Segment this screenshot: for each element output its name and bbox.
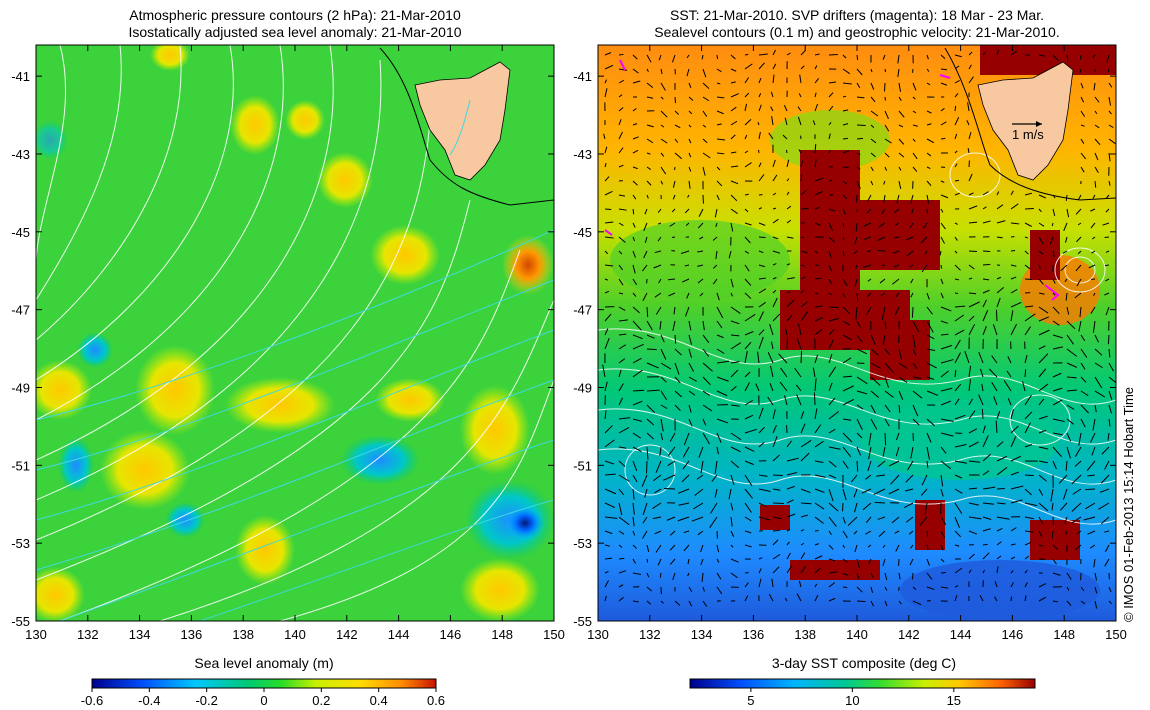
colorbar-tick-label: 15 [947, 693, 961, 708]
x-tick-label: 150 [543, 627, 565, 642]
y-tick-label: -51 [573, 458, 592, 473]
y-tick-label: -55 [573, 614, 592, 629]
tasmania-right [944, 47, 1116, 201]
cloud-mask [760, 45, 1116, 580]
x-tick-label: 142 [336, 627, 358, 642]
x-tick-label: 140 [284, 627, 306, 642]
colorbar-tick-label: 5 [747, 693, 754, 708]
colorbar-tick-label: 0 [260, 693, 267, 708]
x-tick-label: 142 [898, 627, 920, 642]
colorbar-tick-label: -0.2 [195, 693, 217, 708]
y-tick-label: -43 [573, 147, 592, 162]
tasmania-left [379, 47, 554, 206]
x-tick-label: 134 [691, 627, 713, 642]
left-map [36, 45, 554, 621]
right-panel-title: SST: 21-Mar-2010. SVP drifters (magenta)… [598, 7, 1116, 41]
y-tick-label: -41 [11, 69, 30, 84]
right-title-line1: SST: 21-Mar-2010. SVP drifters (magenta)… [669, 7, 1044, 23]
colorbar-tick-label: -0.4 [138, 693, 160, 708]
tasmania-land [414, 61, 511, 181]
x-tick-label: 140 [846, 627, 868, 642]
x-tick-label: 138 [794, 627, 816, 642]
x-tick-label: 132 [77, 627, 99, 642]
x-tick-label: 150 [1105, 627, 1127, 642]
sla-blobs [36, 45, 554, 621]
x-tick-label: 136 [743, 627, 765, 642]
y-tick-label: -49 [11, 380, 30, 395]
drifter-tracks [604, 59, 1060, 301]
x-tick-label: 130 [587, 627, 609, 642]
tasmania-land [977, 61, 1074, 181]
left-title-line2: Isostatically adjusted sea level anomaly… [128, 24, 462, 40]
y-tick-label: -55 [11, 614, 30, 629]
y-tick-label: -53 [11, 536, 30, 551]
left-panel-title: Atmospheric pressure contours (2 hPa): 2… [36, 7, 554, 41]
x-tick-label: 144 [388, 627, 410, 642]
credit-text: © IMOS 01-Feb-2013 15:14 Hobart Time [1121, 386, 1136, 622]
colorbar-tick-label: 0.4 [370, 693, 388, 708]
pressure-contours [36, 45, 554, 621]
velocity-scale: 1 m/s [1012, 121, 1044, 142]
left-title-line1: Atmospheric pressure contours (2 hPa): 2… [129, 7, 461, 23]
right-map: 1 m/s [598, 45, 1116, 621]
x-tick-label: 134 [129, 627, 151, 642]
colorbar-tick-label: -0.6 [81, 693, 103, 708]
sst-colorbar: 5 10 15 [689, 678, 1036, 708]
sst-colorbar-label: 3-day SST composite (deg C) [771, 655, 957, 671]
y-tick-label: -45 [573, 225, 592, 240]
y-tick-label: -43 [11, 147, 30, 162]
x-tick-label: 148 [1053, 627, 1075, 642]
colorbar-tick-label: 0.6 [427, 693, 445, 708]
y-tick-label: -47 [11, 303, 30, 318]
right-title-line2: Sealevel contours (0.1 m) and geostrophi… [654, 24, 1060, 40]
sla-contours [36, 229, 554, 621]
velocity-arrows [602, 49, 1116, 609]
colorbar-tick-label: 10 [845, 693, 859, 708]
x-tick-label: 132 [639, 627, 661, 642]
y-tick-label: -45 [11, 225, 30, 240]
y-tick-label: -51 [11, 458, 30, 473]
x-tick-label: 130 [25, 627, 47, 642]
x-tick-label: 148 [491, 627, 513, 642]
x-tick-label: 138 [232, 627, 254, 642]
y-tick-label: -41 [573, 69, 592, 84]
y-tick-label: -53 [573, 536, 592, 551]
x-tick-label: 146 [440, 627, 462, 642]
x-tick-label: 144 [950, 627, 972, 642]
sla-colorbar: -0.6 -0.4 -0.2 0 0.2 0.4 0.6 [81, 678, 445, 708]
x-tick-label: 146 [1002, 627, 1024, 642]
sla-colorbar-label: Sea level anomaly (m) [194, 655, 334, 671]
colorbar-tick-label: 0.2 [312, 693, 330, 708]
y-tick-label: -47 [573, 303, 592, 318]
x-tick-label: 136 [181, 627, 203, 642]
velocity-scale-label: 1 m/s [1012, 127, 1044, 142]
y-tick-label: -49 [573, 380, 592, 395]
